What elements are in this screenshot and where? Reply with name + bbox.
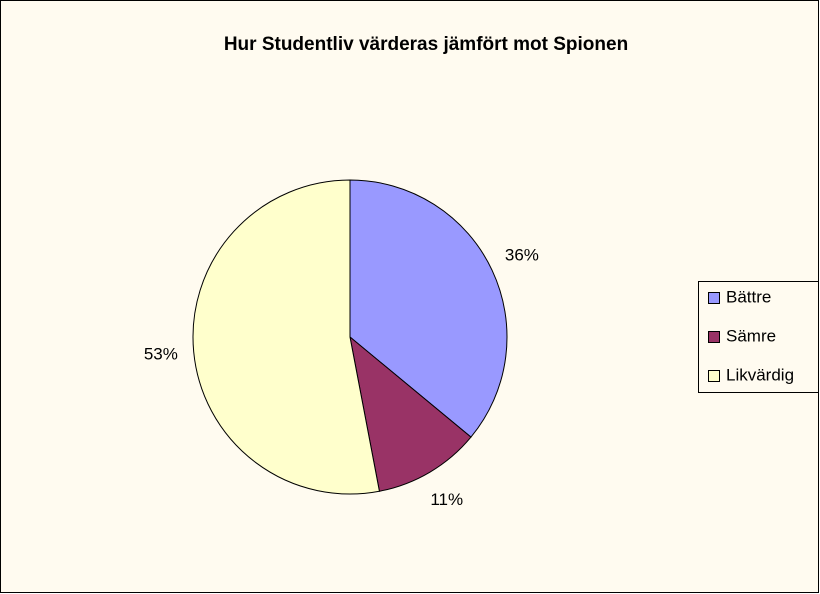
pie-slice — [349, 335, 472, 492]
legend-swatch — [708, 370, 720, 382]
data-label: 53% — [144, 344, 178, 363]
legend-label: Sämre — [726, 326, 776, 345]
data-label: 11% — [430, 490, 463, 509]
pie-slice — [349, 179, 508, 438]
legend-swatch — [708, 331, 720, 343]
legend-label: Bättre — [726, 287, 771, 306]
pie-slice — [192, 179, 381, 495]
chart-title: Hur Studentliv värderas jämfört mot Spio… — [224, 34, 628, 55]
data-label: 36% — [505, 246, 539, 265]
legend-label: Likvärdig — [726, 365, 794, 384]
legend-swatch — [708, 292, 720, 304]
